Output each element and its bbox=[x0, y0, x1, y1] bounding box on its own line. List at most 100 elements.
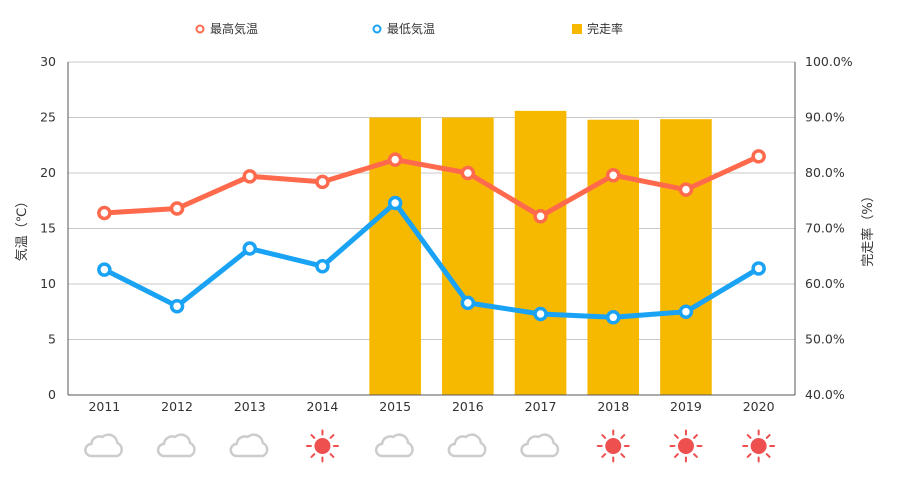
y-tick-label-right: 40.0% bbox=[805, 387, 845, 402]
data-point bbox=[242, 169, 257, 184]
sun-ray bbox=[329, 434, 335, 439]
cloud-shape bbox=[520, 433, 560, 458]
y-tick-label-right: 80.0% bbox=[805, 165, 845, 180]
cloud-shape bbox=[447, 433, 487, 458]
sun-icon bbox=[669, 429, 703, 463]
x-tick-label: 2013 bbox=[234, 399, 266, 414]
y-tick-label-left: 10 bbox=[40, 276, 56, 291]
line-series bbox=[97, 149, 766, 325]
sun-ray bbox=[601, 434, 607, 439]
series-line bbox=[101, 200, 762, 320]
cloud-icon bbox=[374, 433, 414, 458]
cloud-shape bbox=[229, 433, 269, 458]
sun-ray bbox=[329, 453, 335, 458]
sun-core bbox=[605, 438, 622, 454]
data-point bbox=[606, 310, 621, 325]
legend-marker bbox=[572, 24, 582, 34]
series-line bbox=[101, 153, 762, 219]
cloud-icon bbox=[520, 433, 560, 458]
cloud-icon bbox=[156, 433, 196, 458]
axes bbox=[67, 62, 796, 396]
cloud-icon bbox=[447, 433, 487, 458]
x-tick-label: 2012 bbox=[161, 399, 193, 414]
cloud-shape bbox=[374, 433, 414, 458]
data-point bbox=[678, 182, 694, 197]
data-point bbox=[460, 295, 476, 311]
bar bbox=[660, 119, 712, 395]
y-tick-label-right: 100.0% bbox=[805, 54, 853, 69]
cloud-icon bbox=[84, 433, 123, 458]
cloud-icon bbox=[229, 433, 269, 458]
bar bbox=[514, 110, 567, 395]
data-point bbox=[387, 152, 403, 167]
sun-ray bbox=[620, 434, 626, 439]
sun-icon bbox=[742, 429, 776, 463]
data-point bbox=[606, 167, 621, 183]
x-tick-label: 2014 bbox=[307, 399, 339, 414]
data-point bbox=[678, 304, 694, 319]
x-tick-label: 2018 bbox=[597, 399, 629, 414]
sun-icon bbox=[596, 429, 630, 463]
data-point bbox=[751, 149, 766, 164]
sun-ray bbox=[765, 453, 771, 458]
bar bbox=[587, 119, 640, 395]
data-point bbox=[751, 261, 766, 276]
bar bbox=[442, 117, 494, 395]
tick-labels: 0 40.0% 5 50.0% 10 60.0% 15 70.0% 20 80.0% 25 90.0%… bbox=[40, 54, 853, 414]
legend-label: 完走率 bbox=[587, 21, 623, 36]
data-point bbox=[315, 174, 330, 190]
sun-ray bbox=[765, 434, 771, 439]
x-tick-label: 2011 bbox=[88, 399, 120, 414]
y-axis-title-right: 完走率（%） bbox=[860, 189, 876, 266]
y-tick-label-left: 5 bbox=[48, 332, 56, 347]
data-point bbox=[387, 195, 403, 211]
sun-ray bbox=[746, 434, 752, 439]
x-tick-label: 2016 bbox=[452, 399, 484, 414]
sun-ray bbox=[601, 453, 607, 458]
sun-ray bbox=[310, 434, 316, 439]
y-tick-label-left: 0 bbox=[48, 387, 56, 402]
legend-marker bbox=[372, 24, 382, 34]
weather-icons bbox=[84, 429, 776, 463]
sun-ray bbox=[620, 453, 626, 458]
y-tick-label-right: 50.0% bbox=[805, 332, 845, 347]
data-point bbox=[169, 298, 185, 314]
y-tick-label-left: 15 bbox=[40, 221, 56, 236]
sun-ray bbox=[693, 434, 698, 439]
sun-core bbox=[677, 438, 694, 454]
y-axis-title-left: 気温（℃） bbox=[14, 195, 30, 262]
data-point bbox=[533, 306, 548, 322]
data-point bbox=[97, 262, 112, 277]
y-tick-label-right: 70.0% bbox=[805, 221, 845, 236]
sun-ray bbox=[693, 453, 698, 458]
y-tick-label-right: 60.0% bbox=[805, 276, 845, 291]
x-tick-label: 2017 bbox=[525, 399, 557, 414]
data-point bbox=[315, 258, 330, 274]
sun-ray bbox=[310, 453, 316, 458]
x-tick-label: 2020 bbox=[743, 399, 775, 414]
data-point bbox=[169, 201, 185, 216]
cloud-shape bbox=[156, 433, 196, 458]
y-tick-label-right: 90.0% bbox=[805, 110, 845, 125]
sun-ray bbox=[673, 453, 679, 458]
data-point bbox=[97, 205, 112, 221]
x-tick-label: 2015 bbox=[379, 399, 411, 414]
y-tick-label-left: 25 bbox=[40, 110, 56, 125]
y-tick-label-left: 30 bbox=[40, 54, 56, 69]
y-tick-label-left: 20 bbox=[40, 165, 56, 180]
data-point bbox=[460, 165, 476, 181]
cloud-shape bbox=[84, 433, 123, 458]
legend-label: 最高気温 bbox=[210, 21, 258, 36]
legend: 最高気温 最低気温 完走率 bbox=[195, 21, 623, 36]
sun-icon bbox=[305, 429, 339, 463]
sun-core bbox=[314, 438, 331, 454]
sun-core bbox=[750, 438, 767, 454]
data-point bbox=[242, 241, 257, 256]
sun-ray bbox=[746, 453, 752, 458]
legend-label: 最低気温 bbox=[387, 21, 435, 36]
bar-series bbox=[369, 110, 712, 395]
data-point bbox=[533, 209, 548, 224]
sun-ray bbox=[673, 434, 679, 439]
x-tick-label: 2019 bbox=[670, 399, 702, 414]
